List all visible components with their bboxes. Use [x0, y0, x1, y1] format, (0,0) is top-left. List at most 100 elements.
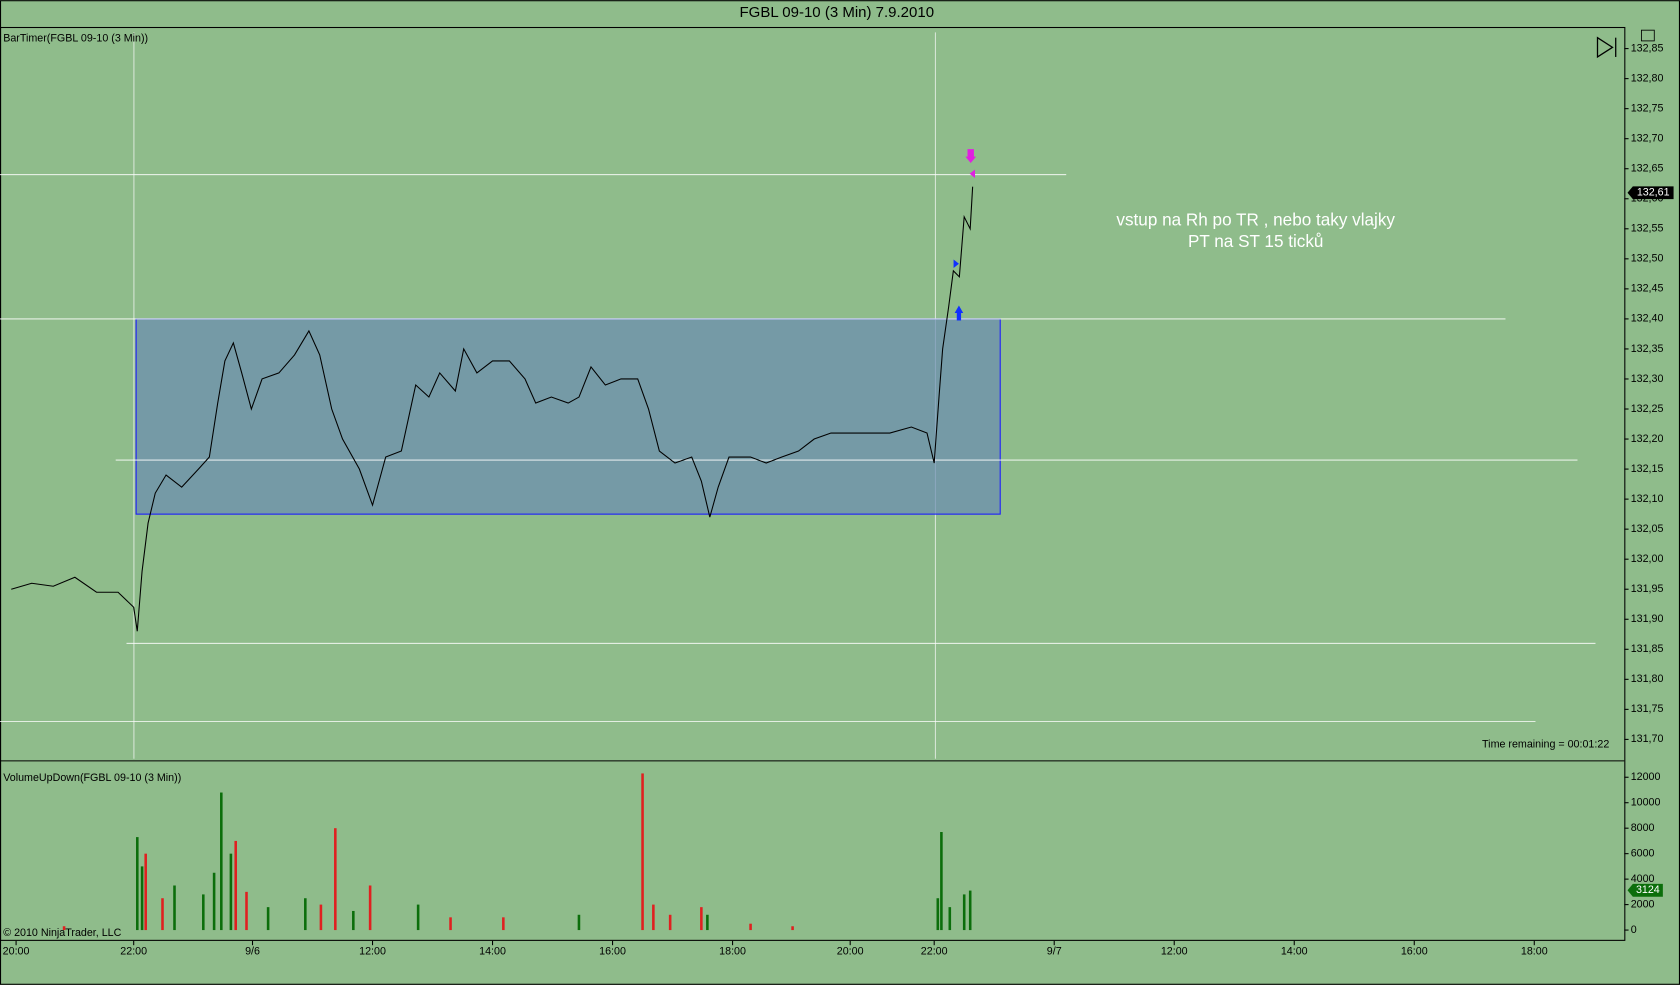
- y-tick-label: 132,00: [1631, 553, 1664, 565]
- y-tick-label: 131,90: [1631, 613, 1664, 625]
- y-tick-label: 132,85: [1631, 42, 1664, 54]
- volume-bar: [245, 891, 248, 931]
- play-icon[interactable]: [1596, 36, 1617, 59]
- y-tick-label: 131,95: [1631, 583, 1664, 595]
- x-tick-label: 12:00: [359, 945, 386, 957]
- y-tick-label: 0: [1631, 924, 1637, 936]
- volume-bar: [234, 840, 237, 931]
- volume-bar: [212, 872, 216, 931]
- volume-bar: [936, 898, 940, 931]
- volume-bar: [962, 894, 966, 931]
- y-tick-label: 132,75: [1631, 102, 1664, 114]
- y-tick-label: 131,75: [1631, 703, 1664, 715]
- volume-bar: [266, 907, 270, 931]
- y-tick-label: 132,30: [1631, 373, 1664, 385]
- volume-bar: [948, 907, 952, 931]
- y-tick-label: 6000: [1631, 847, 1655, 859]
- y-tick-label: 131,70: [1631, 733, 1664, 745]
- x-tick-label: 12:00: [1161, 945, 1188, 957]
- annotation: vstup na Rh po TR , nebo taky vlajky: [1116, 209, 1395, 229]
- x-tick-label: 16:00: [1401, 945, 1428, 957]
- chart-title: FGBL 09-10 (3 Min) 7.9.2010: [740, 4, 935, 21]
- y-tick-label: 132,05: [1631, 523, 1664, 535]
- last-price-marker: [1627, 186, 1674, 200]
- x-tick-label: 22:00: [921, 945, 948, 957]
- signal-arrow-up: [954, 305, 964, 321]
- volume-bar: [136, 837, 139, 931]
- x-tick-label: 18:00: [719, 945, 746, 957]
- y-tick-label: 132,20: [1631, 433, 1664, 445]
- volume-bar: [62, 926, 66, 931]
- volume-bar: [319, 904, 323, 931]
- y-tick-label: 2000: [1631, 898, 1655, 910]
- price-line: [11, 186, 974, 632]
- volume-bar: [749, 923, 752, 931]
- y-tick-label: 132,25: [1631, 403, 1664, 415]
- volume-bar: [334, 828, 337, 931]
- signal-flag: [969, 169, 975, 179]
- signal-arrow-down: [965, 149, 977, 164]
- volume-bar: [352, 910, 355, 931]
- volume-bar: [229, 853, 233, 931]
- y-tick-label: 8000: [1631, 822, 1655, 834]
- last-volume-label: 3124: [1636, 884, 1660, 896]
- volume-bar: [940, 832, 943, 931]
- y-tick-label: 10000: [1631, 797, 1661, 809]
- volume-bar: [368, 885, 372, 931]
- x-tick-label: 18:00: [1521, 945, 1548, 957]
- volume-bar: [202, 894, 205, 931]
- x-tick-label: 14:00: [479, 945, 506, 957]
- last-volume-marker: [1627, 883, 1663, 897]
- y-tick-label: 131,80: [1631, 673, 1664, 685]
- volume-bar: [173, 885, 176, 931]
- y-tick-label: 132,80: [1631, 72, 1664, 84]
- volume-bar: [161, 898, 164, 931]
- x-tick-label: 20:00: [3, 945, 30, 957]
- volume-bar: [791, 926, 794, 931]
- y-tick-label: 131,85: [1631, 643, 1664, 655]
- signal-flag: [953, 259, 959, 269]
- volume-bar: [700, 907, 703, 931]
- volume-bar: [652, 904, 655, 931]
- annotation: PT na ST 15 ticků: [1188, 231, 1324, 251]
- y-tick-label: 132,10: [1631, 493, 1664, 505]
- x-tick-label: 9/7: [1047, 945, 1062, 957]
- copyright: © 2010 NinjaTrader, LLC: [3, 927, 121, 939]
- volume-bar: [641, 773, 644, 931]
- volume-bar: [140, 866, 144, 931]
- volume-bar: [144, 853, 147, 931]
- volume-bar: [577, 914, 581, 931]
- volume-bar: [304, 898, 307, 931]
- y-tick-label: 132,70: [1631, 133, 1664, 145]
- x-tick-label: 22:00: [120, 945, 147, 957]
- play-triangle[interactable]: [1596, 36, 1614, 59]
- f-button[interactable]: [1641, 29, 1655, 42]
- y-tick-label: 4000: [1631, 873, 1655, 885]
- volume-bar: [668, 914, 672, 931]
- y-tick-label: 132,55: [1631, 223, 1664, 235]
- y-tick-label: 132,40: [1631, 313, 1664, 325]
- x-tick-label: 9/6: [245, 945, 260, 957]
- y-tick-label: 132,50: [1631, 253, 1664, 265]
- volume-bar: [968, 890, 972, 931]
- range-box: [135, 318, 1001, 515]
- volume-bar: [220, 792, 223, 931]
- volume-bar: [502, 917, 505, 931]
- y-tick-label: 132,65: [1631, 163, 1664, 175]
- indicator-label: BarTimer(FGBL 09-10 (3 Min)): [3, 33, 148, 45]
- volume-bar: [416, 904, 420, 931]
- timer-label: Time remaining = 00:01:22: [1482, 739, 1609, 751]
- layer: 131,70 131,75 131,80 131,85 131,90 131,95 132,…: [0, 42, 1674, 957]
- indicator-label: VolumeUpDown(FGBL 09-10 (3 Min)): [3, 772, 181, 784]
- y-tick-label: 132,15: [1631, 463, 1664, 475]
- volume-bar: [706, 914, 709, 931]
- x-tick-label: 14:00: [1281, 945, 1308, 957]
- y-tick-label: 12000: [1631, 771, 1661, 783]
- y-tick-label: 132,35: [1631, 343, 1664, 355]
- x-tick-label: 20:00: [837, 945, 864, 957]
- last-price-label: 132,61: [1637, 187, 1670, 199]
- volume-bar: [449, 917, 452, 931]
